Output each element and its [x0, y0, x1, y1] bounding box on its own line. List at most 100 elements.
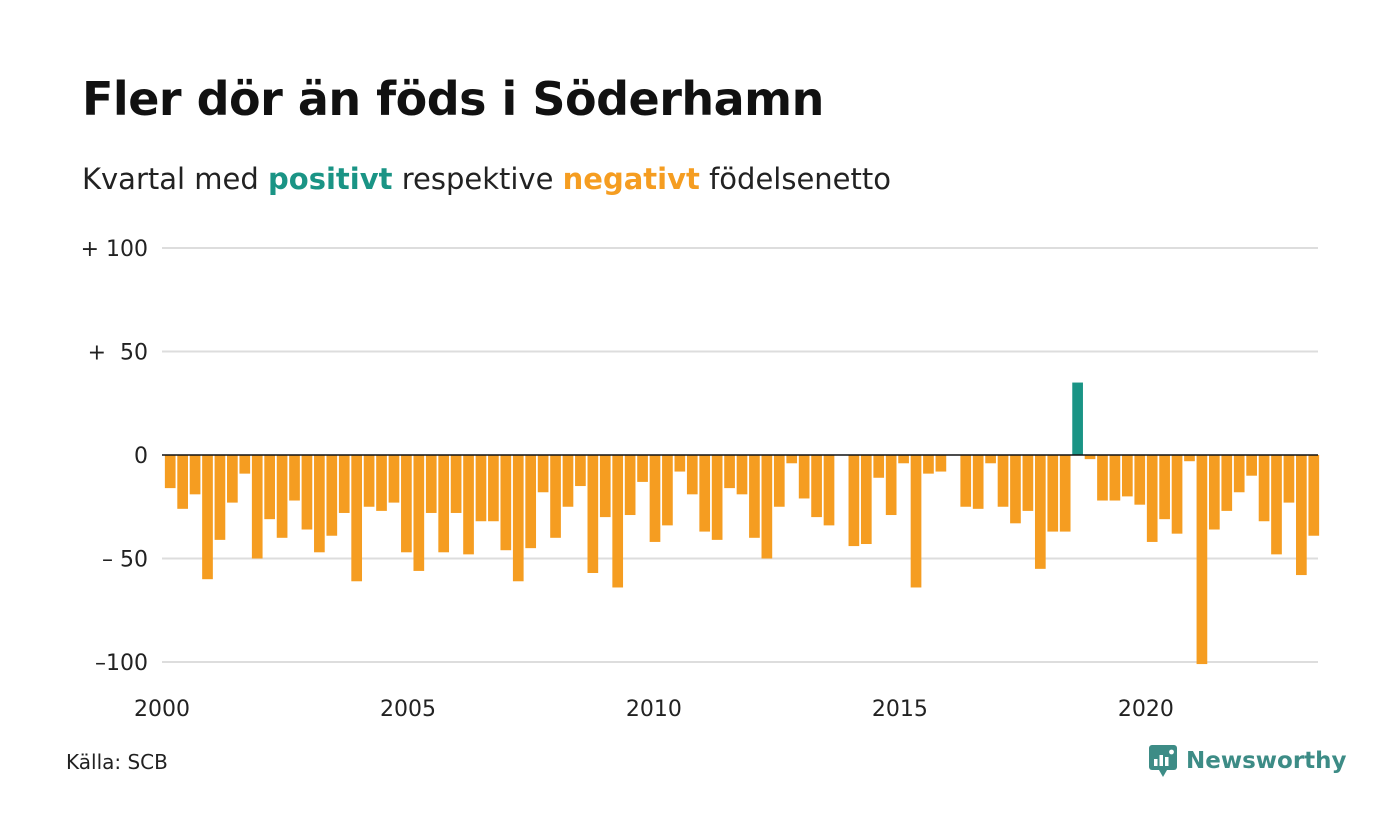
bar — [264, 455, 276, 520]
bar — [1208, 455, 1220, 530]
bar — [575, 455, 586, 487]
y-tick-label: + 100 — [81, 237, 148, 262]
bar — [823, 455, 835, 526]
y-tick-label: + 50 — [88, 341, 148, 366]
subtitle-positive: positivt — [268, 162, 393, 196]
bar — [811, 455, 822, 518]
bar — [910, 455, 922, 588]
bar — [624, 455, 636, 516]
bar — [749, 455, 760, 538]
bar — [1171, 455, 1183, 534]
bar — [189, 455, 201, 495]
bar — [1308, 455, 1320, 536]
x-tick-label: 2020 — [1118, 697, 1174, 722]
bar — [587, 455, 599, 573]
bars — [164, 382, 1320, 665]
bar — [1271, 455, 1282, 555]
bar — [425, 455, 437, 513]
bar — [326, 455, 338, 536]
x-axis-tick-labels: 2000 2005 2010 2015 2020 — [134, 697, 1174, 722]
y-tick-label: –100 — [95, 651, 148, 676]
bar — [363, 455, 375, 507]
bar — [413, 455, 425, 571]
bar — [214, 455, 226, 540]
bar — [798, 455, 810, 499]
bar — [649, 455, 661, 542]
x-tick-label: 2010 — [626, 697, 682, 722]
bar — [736, 455, 748, 495]
y-axis-tick-labels: + 100 + 50 0 – 50 –100 — [81, 237, 148, 676]
bar — [1233, 455, 1245, 493]
bar — [227, 455, 238, 503]
bar — [450, 455, 462, 513]
bar — [960, 455, 972, 507]
bar — [463, 455, 474, 555]
bar — [1121, 455, 1133, 497]
bar — [401, 455, 412, 553]
bar — [972, 455, 984, 509]
bar — [1221, 455, 1233, 511]
bar — [1084, 455, 1096, 460]
newsworthy-logo-icon — [1149, 745, 1177, 777]
bar — [711, 455, 723, 540]
bar — [550, 455, 561, 538]
bar — [525, 455, 537, 549]
bar — [475, 455, 487, 522]
subtitle-negative: negativt — [562, 162, 700, 196]
chart-title: Fler dör än föds i Söderhamn — [82, 72, 824, 126]
bar — [500, 455, 512, 551]
bar — [898, 455, 909, 464]
bar — [674, 455, 686, 472]
bar — [1010, 455, 1021, 524]
bar — [997, 455, 1009, 507]
bar — [1258, 455, 1270, 522]
bar — [239, 455, 251, 474]
bar — [612, 455, 624, 588]
brand-logo[interactable]: Newsworthy — [1148, 744, 1347, 778]
bar — [351, 455, 363, 582]
bar — [301, 455, 313, 530]
bar — [1034, 455, 1046, 569]
subtitle-middle: respektive — [392, 162, 563, 196]
bar — [438, 455, 450, 553]
bar — [599, 455, 611, 518]
bar — [773, 455, 785, 507]
bar — [388, 455, 400, 503]
bar — [202, 455, 213, 580]
bar — [761, 455, 773, 559]
bar — [1022, 455, 1034, 511]
bar — [699, 455, 711, 532]
bar — [1146, 455, 1158, 542]
bar — [1159, 455, 1170, 520]
bar — [923, 455, 934, 474]
bar — [935, 455, 947, 472]
bar — [177, 455, 188, 509]
bar — [1184, 455, 1195, 462]
bar — [1246, 455, 1257, 476]
y-tick-label: – 50 — [102, 548, 148, 573]
bar — [686, 455, 698, 495]
bar — [1059, 455, 1071, 532]
bar — [376, 455, 387, 511]
bar — [562, 455, 574, 507]
bar — [276, 455, 288, 538]
bar — [885, 455, 897, 516]
x-tick-label: 2005 — [380, 697, 436, 722]
bar — [637, 455, 648, 482]
y-tick-label: 0 — [134, 444, 148, 469]
bar — [786, 455, 798, 464]
bar — [1072, 382, 1083, 455]
bar — [537, 455, 549, 493]
bar — [512, 455, 524, 582]
bar — [289, 455, 300, 501]
bar — [724, 455, 735, 489]
x-tick-label: 2015 — [872, 697, 928, 722]
bar — [1047, 455, 1059, 532]
bar — [1097, 455, 1108, 501]
bar — [662, 455, 673, 526]
source-note: Källa: SCB — [66, 750, 168, 774]
bar — [1296, 455, 1307, 576]
subtitle-prefix: Kvartal med — [82, 162, 269, 196]
bar — [1196, 455, 1208, 665]
